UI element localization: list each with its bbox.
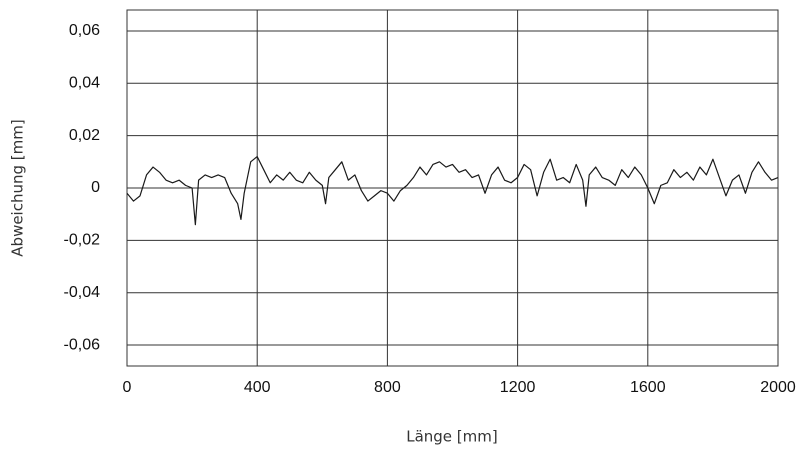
y-tick-label: -0,06 — [64, 336, 101, 353]
y-tick-label: 0,04 — [69, 75, 100, 92]
plot-frame — [126, 9, 779, 367]
y-tick-label: 0,02 — [69, 127, 100, 144]
y-tick-label: 0,06 — [69, 22, 100, 39]
x-tick-label: 800 — [374, 379, 401, 396]
y-tick-label: 0 — [91, 179, 100, 196]
y-tick-label: -0,02 — [64, 232, 101, 249]
data-line — [126, 155, 779, 226]
y-axis-title: Abweichung [mm] — [9, 119, 27, 256]
x-tick-label: 400 — [244, 379, 271, 396]
x-axis-title: Länge [mm] — [406, 428, 498, 446]
x-tick-label: 1200 — [500, 379, 536, 396]
x-tick-label: 0 — [123, 379, 132, 396]
x-tick-label: 2000 — [760, 379, 796, 396]
x-tick-label: 1600 — [630, 379, 666, 396]
y-tick-label: -0,04 — [64, 284, 101, 301]
